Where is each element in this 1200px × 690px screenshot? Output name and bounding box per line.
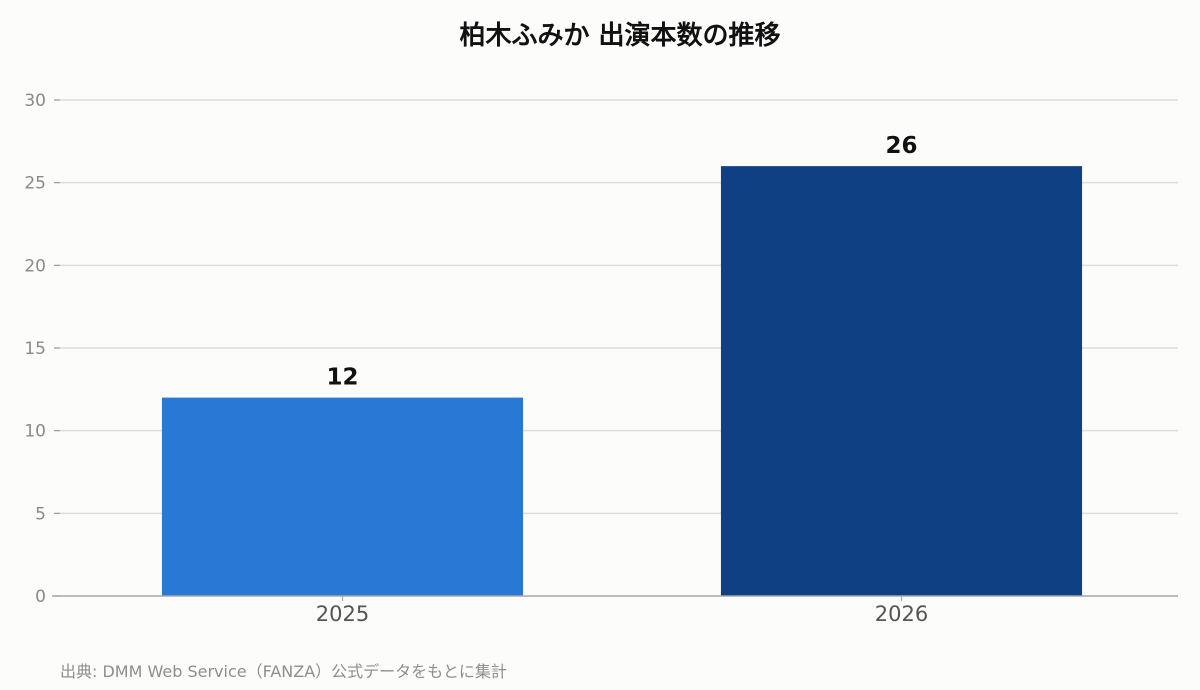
- y-tick-label: 30: [24, 91, 46, 111]
- bars: [161, 166, 1083, 596]
- data-labels: 12 26: [326, 133, 917, 390]
- y-tick-label: 10: [24, 422, 46, 442]
- x-tick-label-2025: 2025: [316, 602, 369, 626]
- bar-2025: [161, 397, 524, 596]
- chart-title: 柏木ふみか 出演本数の推移: [459, 20, 780, 51]
- y-tick-label: 15: [24, 339, 46, 359]
- data-label-2026: 26: [885, 133, 917, 159]
- x-axis: 2025 2026: [52, 595, 1178, 626]
- y-tick-label: 25: [24, 174, 46, 194]
- y-tick-label: 5: [35, 504, 46, 524]
- source-note: 出典: DMM Web Service（FANZA）公式データをもとに集計: [60, 662, 507, 681]
- data-label-2025: 12: [326, 365, 358, 391]
- y-tick-label: 20: [24, 256, 46, 276]
- bar-2026: [720, 166, 1083, 596]
- x-tick-label-2026: 2026: [875, 602, 928, 626]
- y-tick-label: 0: [35, 587, 46, 607]
- y-axis: 0 5 10 15 20 25 30: [24, 91, 60, 607]
